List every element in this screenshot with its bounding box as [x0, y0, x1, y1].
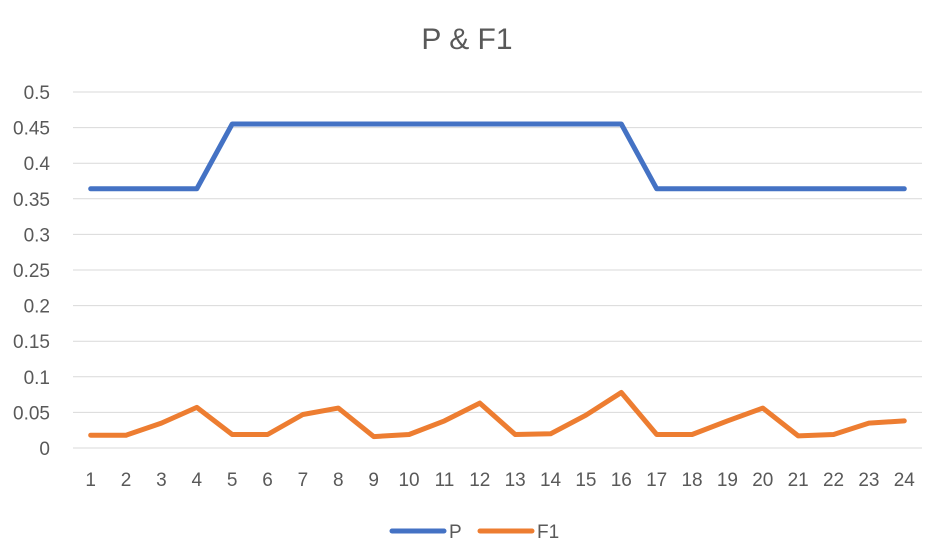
- legend-item-f1[interactable]: F1: [477, 522, 559, 543]
- x-tick-label: 7: [298, 470, 309, 491]
- series-line-p: [88, 121, 907, 192]
- series-lines: [88, 121, 907, 440]
- x-tick-label: 5: [227, 470, 238, 491]
- x-tick-label: 15: [575, 470, 596, 491]
- y-tick-label: 0: [39, 439, 50, 460]
- x-tick-label: 24: [894, 470, 916, 491]
- x-tick-label: 3: [156, 470, 167, 491]
- x-tick-label: 8: [333, 470, 344, 491]
- y-tick-label: 0.45: [13, 119, 50, 140]
- series-line-f1: [88, 390, 907, 440]
- x-tick-label: 9: [368, 470, 379, 491]
- x-tick-label: 2: [121, 470, 132, 491]
- chart-title: P & F1: [421, 23, 512, 56]
- x-tick-label: 12: [469, 470, 490, 491]
- legend-label: F1: [537, 522, 559, 543]
- gridlines: [73, 91, 922, 449]
- x-tick-label: 1: [85, 470, 96, 491]
- x-tick-label: 22: [823, 470, 844, 491]
- y-tick-label: 0.1: [24, 368, 50, 389]
- x-tick-label: 16: [611, 470, 632, 491]
- x-tick-label: 23: [858, 470, 879, 491]
- x-tick-label: 6: [262, 470, 273, 491]
- y-tick-label: 0.4: [24, 154, 51, 175]
- y-tick-label: 0.5: [24, 83, 50, 104]
- x-tick-label: 21: [788, 470, 809, 491]
- x-tick-label: 19: [717, 470, 738, 491]
- y-tick-label: 0.05: [13, 403, 50, 424]
- y-tick-label: 0.35: [13, 190, 50, 211]
- x-tick-label: 13: [505, 470, 526, 491]
- y-tick-label: 0.25: [13, 261, 50, 282]
- x-axis-tick-labels: 1 2 3 4 5 6 7 8 9 10 11 12 13 14 15 16 17 18 19 20 21 22 23 24: [85, 470, 915, 491]
- y-tick-label: 0.15: [13, 332, 50, 353]
- y-tick-label: 0.3: [24, 225, 50, 246]
- x-tick-label: 18: [681, 470, 702, 491]
- x-tick-label: 14: [540, 470, 562, 491]
- x-tick-label: 11: [435, 470, 455, 491]
- y-tick-label: 0.2: [24, 297, 50, 318]
- legend[interactable]: P F1: [389, 522, 559, 543]
- x-tick-label: 20: [752, 470, 773, 491]
- legend-label: P: [449, 522, 462, 543]
- y-axis-tick-labels: 0 0.05 0.1 0.15 0.2 0.25 0.3 0.35 0.4 0.45 0.5: [13, 83, 50, 460]
- x-tick-label: 10: [398, 470, 419, 491]
- x-tick-label: 17: [646, 470, 667, 491]
- legend-item-p[interactable]: P: [389, 522, 462, 543]
- x-tick-label: 4: [192, 470, 203, 491]
